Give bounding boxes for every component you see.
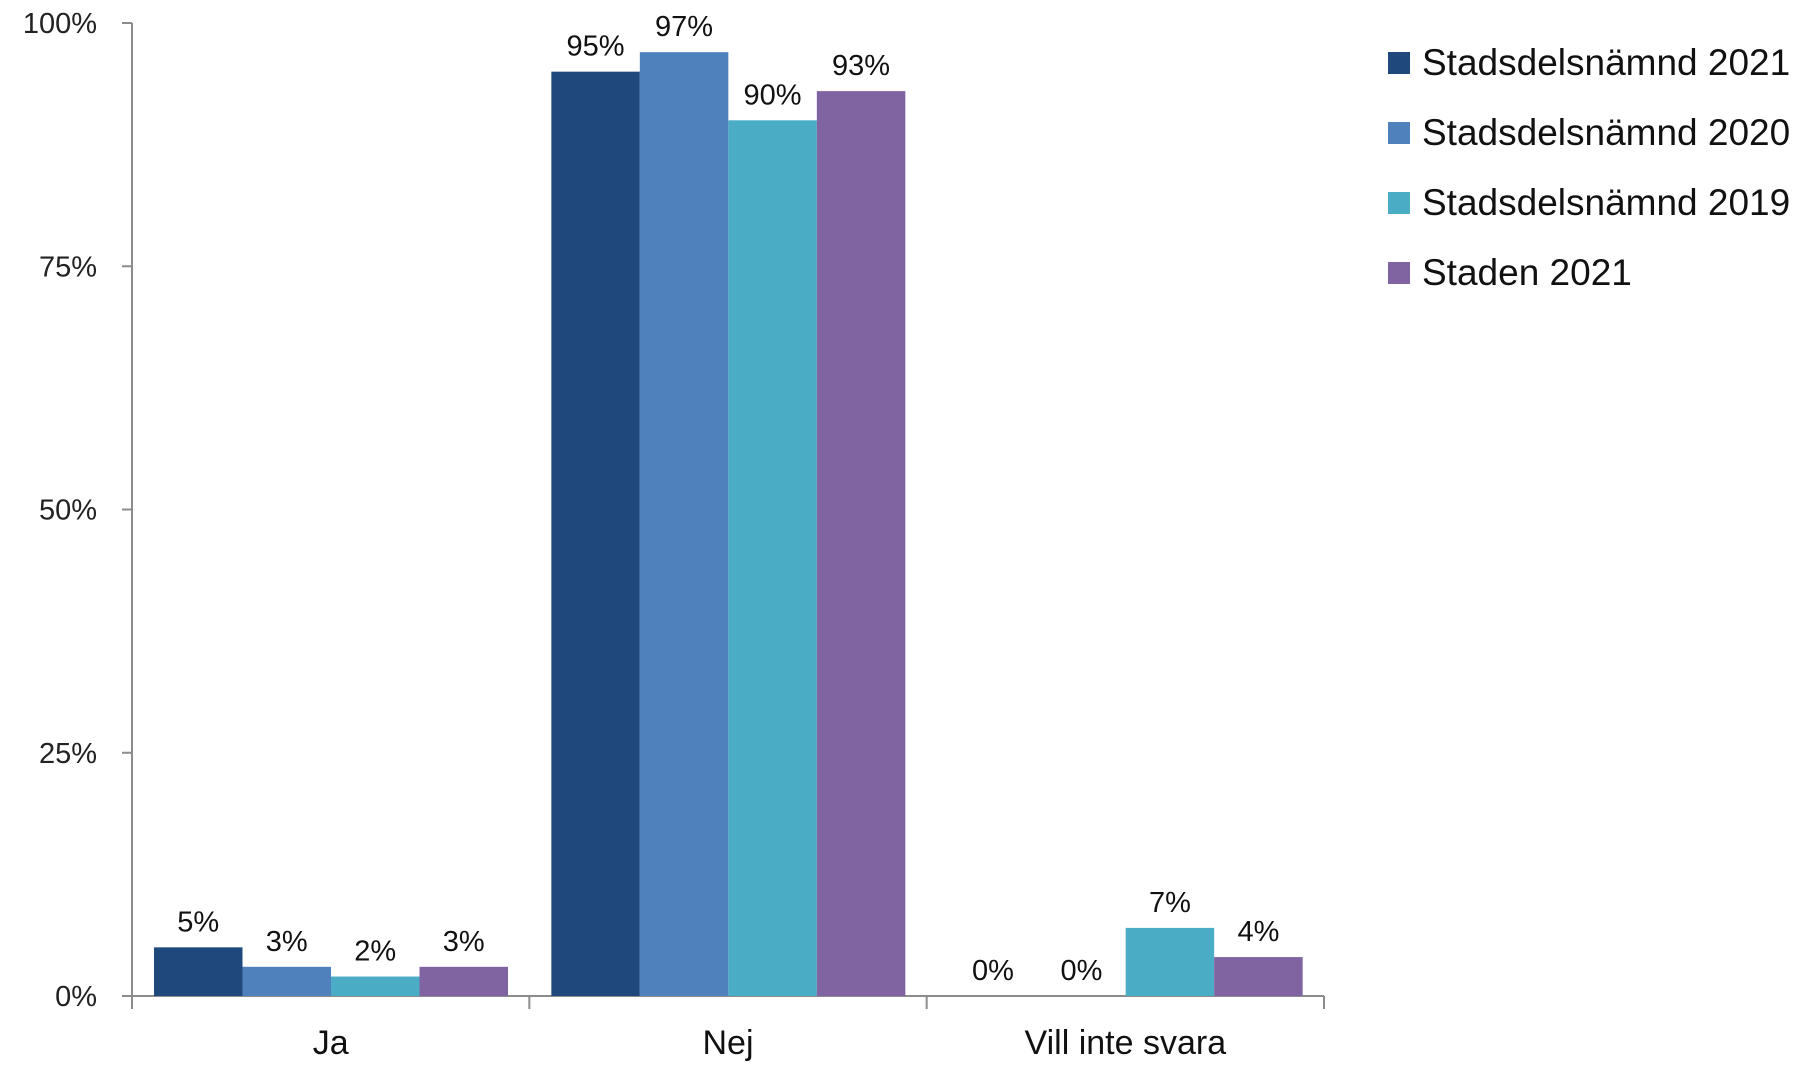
legend-swatch [1388, 52, 1410, 74]
legend-swatch [1388, 122, 1410, 144]
bar [1214, 957, 1303, 996]
category-label: Nej [702, 1024, 753, 1062]
bar [816, 91, 906, 997]
data-label: 97% [655, 11, 713, 43]
category-label: Vill inte svara [1025, 1024, 1227, 1062]
legend-item: Staden 2021 [1388, 238, 1790, 308]
data-label: 0% [1060, 955, 1102, 987]
y-tick-label: 25% [39, 738, 97, 770]
bar [639, 52, 729, 996]
bar [331, 976, 420, 996]
y-tick-label: 100% [23, 8, 97, 40]
y-tick-label: 0% [55, 981, 97, 1013]
legend-label: Stadsdelsnämnd 2019 [1422, 182, 1791, 223]
data-label: 3% [443, 926, 485, 958]
data-label: 2% [354, 936, 396, 968]
data-label: 3% [266, 926, 308, 958]
bar [1125, 927, 1215, 996]
data-label: 90% [744, 79, 802, 111]
legend-swatch [1388, 262, 1410, 284]
data-label: 0% [972, 955, 1014, 987]
bar [154, 947, 243, 996]
legend-item: Stadsdelsnämnd 2020 [1388, 98, 1790, 168]
data-label: 4% [1237, 916, 1279, 948]
bar [419, 966, 508, 996]
legend-label: Stadsdelsnämnd 2021 [1422, 42, 1791, 83]
bar [551, 71, 640, 996]
data-label: 5% [177, 906, 219, 938]
legend-label: Staden 2021 [1422, 252, 1632, 293]
legend-swatch [1388, 192, 1410, 214]
legend-item: Stadsdelsnämnd 2021 [1388, 28, 1790, 98]
data-label: 7% [1149, 887, 1191, 919]
bar [728, 120, 817, 997]
data-label: 93% [832, 50, 890, 82]
data-label: 95% [567, 31, 625, 63]
legend-label: Stadsdelsnämnd 2020 [1422, 112, 1791, 153]
bar [242, 966, 331, 996]
legend: Stadsdelsnämnd 2021 Stadsdelsnämnd 2020 St… [1388, 28, 1790, 308]
legend-item: Stadsdelsnämnd 2019 [1388, 168, 1790, 238]
category-label: Ja [313, 1024, 349, 1062]
y-tick-label: 75% [39, 251, 97, 283]
y-tick-label: 50% [39, 495, 97, 527]
